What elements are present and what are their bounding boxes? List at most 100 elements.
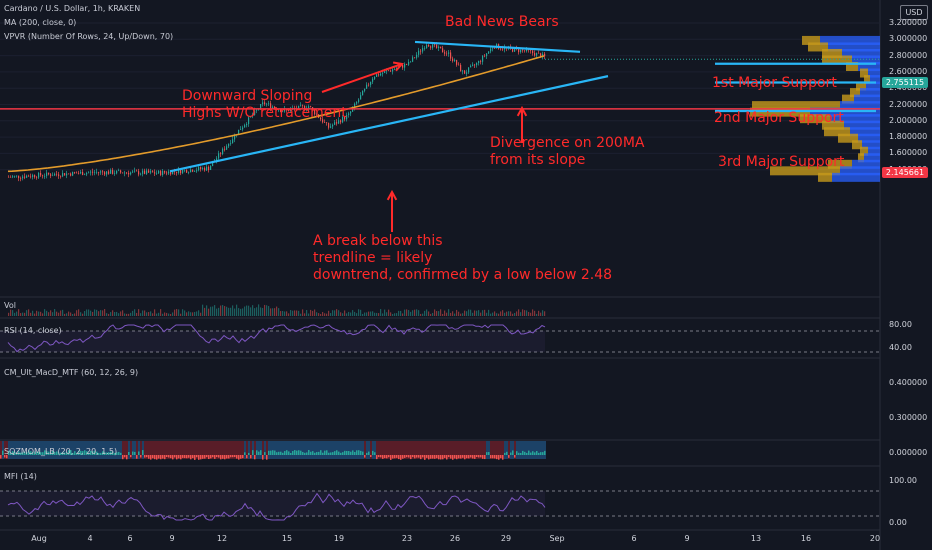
vpvr-legend[interactable]: VPVR (Number Of Rows, 24, Up/Down, 70) [4,32,174,41]
candle-body [502,48,504,50]
support-3-label: 3rd Major Support [718,154,845,170]
volume-bar [272,308,274,316]
volume-bar [160,309,162,316]
sqzmom-hist-bar [20,452,22,455]
sqzmom-bg-bar [388,441,390,459]
sqzmom-bg-bar [242,441,244,459]
currency-badge[interactable]: USD [900,5,928,20]
sqzmom-hist-bar [332,452,334,455]
candle-body [412,57,414,62]
candle-body [216,158,218,161]
volume-bar [380,309,382,316]
sqzmom-bg-bar [324,441,326,459]
sqzmom-hist-bar [138,451,140,455]
volume-bar [208,308,210,316]
sqzmom-hist-bar [536,450,538,455]
volume-bar [196,311,198,316]
volume-bar [376,312,378,316]
volume-bar [14,312,16,316]
sqzmom-hist-bar [4,455,6,458]
candle-body [422,48,424,52]
volume-bar [152,313,154,316]
sqzmom-bg-bar [506,441,508,459]
sqzmom-bg-bar [124,441,126,459]
sqzmom-hist-bar [8,450,10,455]
sqzmom-hist-bar [304,452,306,455]
sqzmom-bg-bar [524,441,526,459]
sqzmom-hist-bar [354,451,356,455]
sqzmom-hist-bar [154,455,156,460]
sqzmom-bg-bar [164,441,166,459]
candle-body [48,172,50,175]
sqzmom-bg-bar [492,441,494,459]
candle-body [334,122,336,125]
candle-body [86,173,88,175]
candle-body [246,124,248,126]
candle-body [454,59,456,61]
volume-bar [366,312,368,316]
candle-body [392,69,394,72]
sqzmom-hist-bar [168,455,170,458]
sqzmom-hist-bar [472,455,474,459]
candle-body [304,105,306,109]
candle-body [200,167,202,170]
sqzmom-bg-bar [410,441,412,459]
volume-bar [266,305,268,316]
candle-body [194,171,196,172]
ma-legend[interactable]: MA (200, close, 0) [4,18,77,27]
sqzmom-bg-bar [20,441,22,459]
candle-body [414,57,416,58]
sqzmom-hist-bar [302,451,304,455]
sqzmom-hist-bar [2,450,4,455]
vp-up-bar-12 [830,114,880,124]
volume-bar [482,310,484,316]
sqzmom-bg-bar [336,441,338,459]
sqzmom-bg-bar [166,441,168,459]
candle-body [342,116,344,123]
sqzmom-bg-bar [278,441,280,459]
volume-bar [362,313,364,316]
sqzmom-hist-bar [244,452,246,455]
sqzmom-hist-bar [362,451,364,455]
sqzmom-hist-bar [306,452,308,455]
sqzmom-hist-bar [436,455,438,459]
symbol-legend[interactable]: Cardano / U.S. Dollar, 1h, KRAKEN [4,4,141,13]
candle-body [146,170,148,174]
sqzmom-hist-bar [300,450,302,455]
sqzmom-bg-bar [22,441,24,459]
candle-body [62,173,64,177]
candle-body [142,170,144,174]
sqzmom-bg-bar [382,441,384,459]
sqzmom-hist-bar [146,455,148,458]
candle-body [538,53,540,54]
volume-bar [78,309,80,316]
volume-bar [280,311,282,316]
candle-body [480,60,482,62]
sqzmom-hist-bar [270,450,272,455]
volume-bar [496,313,498,316]
volume-bar [302,309,304,316]
sqzmom-bg-bar [296,441,298,459]
volume-bar [420,313,422,316]
sqzmom-hist-bar [312,451,314,455]
candle-body [444,52,446,54]
sqzmom-bg-bar [138,441,140,459]
sqzmom-bg-bar [254,441,256,459]
candle-body [278,109,280,111]
volume-bar [190,312,192,316]
sqzmom-bg-bar [364,441,366,459]
candle-body [32,175,34,177]
volume-bar [108,313,110,316]
candle-body [104,172,106,175]
sqzmom-hist-bar [500,455,502,459]
sqzmom-hist-bar [328,452,330,455]
sqzmom-bg-bar [394,441,396,459]
sqzmom-hist-bar [380,455,382,458]
price-tick-label: 2.800000 [889,50,928,60]
sqzmom-hist-bar [448,455,450,458]
volume-bar [314,309,316,316]
volume-bar [292,310,294,316]
candle-body [244,125,246,128]
vp-up-bar-7 [866,81,880,91]
